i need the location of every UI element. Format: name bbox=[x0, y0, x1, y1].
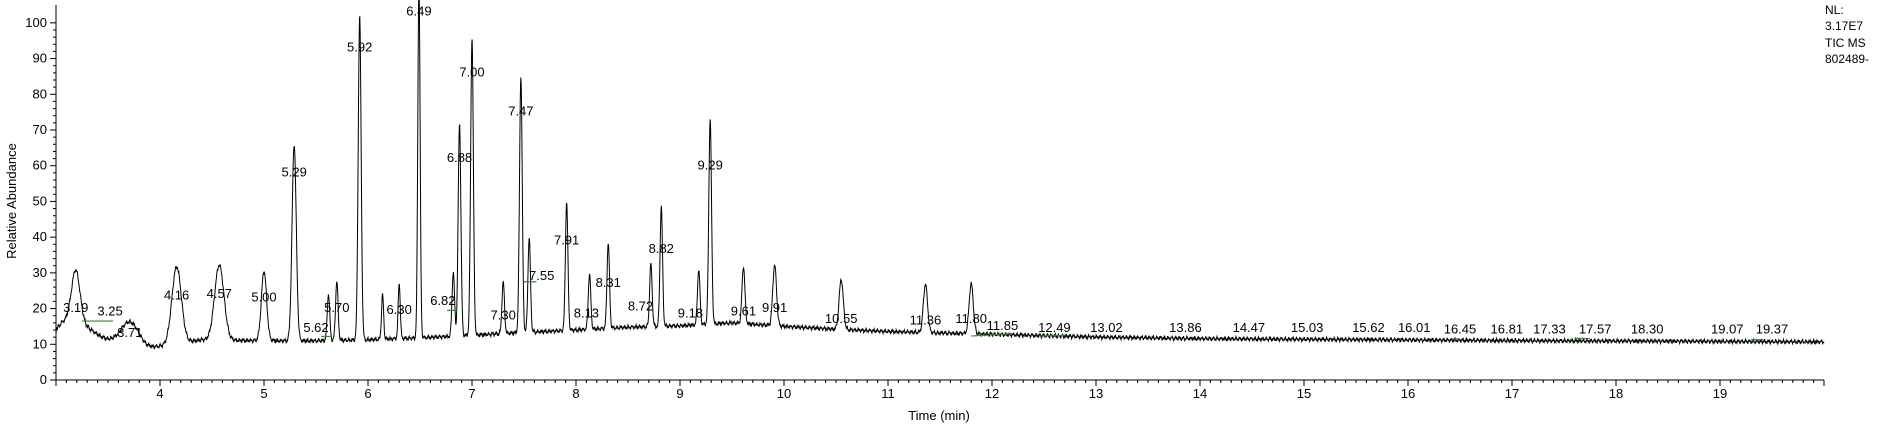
x-axis-title: Time (min) bbox=[908, 408, 970, 423]
peak-label: 3.71 bbox=[117, 325, 142, 340]
peak-label: 19.07 bbox=[1711, 322, 1744, 337]
peak-label: 10.55 bbox=[825, 311, 858, 326]
peak-label: 11.36 bbox=[910, 313, 942, 328]
y-tick-label: 60 bbox=[33, 158, 47, 173]
x-axis-ticks: 4 5 6 7 8 9 10 11 12 13 14 15 16 17 18 19 bbox=[55, 380, 1825, 401]
peak-label: 11.80 bbox=[955, 311, 987, 326]
peak-label: 7.30 bbox=[491, 307, 516, 322]
peak-label: 5.70 bbox=[324, 300, 349, 315]
peak-label: 9.29 bbox=[698, 157, 723, 172]
peak-label: 7.91 bbox=[554, 232, 579, 247]
peak-label: 8.82 bbox=[649, 241, 674, 256]
peak-label: 16.01 bbox=[1398, 320, 1431, 335]
x-tick-label: 10 bbox=[777, 386, 791, 401]
peak-label: 14.47 bbox=[1233, 320, 1266, 335]
info-line-1: NL: bbox=[1825, 3, 1844, 17]
peak-label: 5.29 bbox=[282, 164, 307, 179]
y-axis-title: Relative Abundance bbox=[4, 143, 19, 259]
peak-label: 15.62 bbox=[1352, 320, 1385, 335]
integration-markers bbox=[82, 281, 1764, 341]
tic-trace bbox=[55, 0, 1825, 351]
peak-label: 3.25 bbox=[97, 304, 122, 319]
x-tick-label: 15 bbox=[1297, 386, 1311, 401]
y-tick-label: 30 bbox=[33, 265, 47, 280]
info-panel: NL: 3.17E7 TIC MS 802489- bbox=[1825, 3, 1869, 66]
x-tick-label: 11 bbox=[881, 386, 895, 401]
y-tick-label: 50 bbox=[33, 193, 47, 208]
y-tick-label: 90 bbox=[33, 51, 47, 66]
x-tick-label: 6 bbox=[364, 386, 371, 401]
y-tick-label: 80 bbox=[33, 86, 47, 101]
peak-label: 4.57 bbox=[207, 286, 232, 301]
peak-label: 4.16 bbox=[164, 288, 189, 303]
x-tick-label: 17 bbox=[1505, 386, 1519, 401]
peak-label: 17.57 bbox=[1579, 322, 1612, 337]
peak-labels: 3.19 3.25 3.71 4.16 4.57 5.00 5.29 5.62 5.70 5.92… bbox=[63, 4, 1788, 340]
y-tick-label: 100 bbox=[25, 15, 47, 30]
peak-label: 3.19 bbox=[63, 300, 88, 315]
x-tick-label: 12 bbox=[985, 386, 999, 401]
peak-label: 13.86 bbox=[1169, 320, 1202, 335]
peak-label: 16.81 bbox=[1491, 322, 1524, 337]
peak-label: 5.62 bbox=[303, 320, 328, 335]
peak-label: 9.91 bbox=[762, 300, 787, 315]
peak-label: 9.61 bbox=[731, 304, 756, 319]
peak-label: 5.92 bbox=[347, 39, 372, 54]
info-line-3: TIC MS bbox=[1825, 36, 1866, 50]
peak-label: 6.30 bbox=[387, 302, 412, 317]
peak-label: 7.55 bbox=[529, 268, 554, 283]
x-tick-label: 7 bbox=[468, 386, 475, 401]
x-tick-label: 8 bbox=[572, 386, 579, 401]
peak-label: 12.49 bbox=[1038, 320, 1071, 335]
x-tick-label: 19 bbox=[1713, 386, 1727, 401]
x-tick-label: 13 bbox=[1089, 386, 1103, 401]
x-tick-label: 9 bbox=[676, 386, 683, 401]
x-tick-label: 16 bbox=[1401, 386, 1415, 401]
integration-baseline bbox=[971, 332, 1013, 337]
peak-label: 13.02 bbox=[1090, 320, 1123, 335]
info-line-4: 802489- bbox=[1825, 52, 1869, 66]
y-tick-label: 70 bbox=[33, 122, 47, 137]
peak-label: 6.82 bbox=[430, 293, 455, 308]
peak-label: 9.18 bbox=[678, 306, 703, 321]
peak-label: 5.00 bbox=[251, 289, 276, 304]
peak-label: 15.03 bbox=[1291, 320, 1324, 335]
peak-label: 18.30 bbox=[1631, 322, 1664, 337]
peak-label: 8.13 bbox=[574, 306, 599, 321]
peak-label: 7.00 bbox=[459, 64, 484, 79]
integration-baseline bbox=[1038, 334, 1065, 337]
peak-label: 19.37 bbox=[1756, 322, 1789, 337]
peak-label: 17.33 bbox=[1533, 322, 1566, 337]
info-line-2: 3.17E7 bbox=[1825, 19, 1863, 33]
peak-label: 11.85 bbox=[987, 318, 1019, 333]
peak-label: 8.31 bbox=[596, 275, 621, 290]
peak-label: 8.72 bbox=[628, 298, 653, 313]
y-tick-label: 40 bbox=[33, 229, 47, 244]
peak-label: 6.49 bbox=[406, 4, 431, 19]
peak-label: 16.45 bbox=[1444, 322, 1477, 337]
x-tick-label: 18 bbox=[1609, 386, 1623, 401]
x-tick-label: 5 bbox=[260, 386, 267, 401]
y-tick-label: 10 bbox=[33, 336, 47, 351]
peak-label: 6.88 bbox=[447, 150, 472, 165]
x-tick-label: 14 bbox=[1193, 386, 1207, 401]
x-tick-label: 4 bbox=[156, 386, 163, 401]
y-tick-label: 0 bbox=[40, 372, 47, 387]
peak-label: 7.47 bbox=[508, 104, 533, 119]
y-axis-ticks: 0 10 20 30 40 50 60 70 80 90 100 bbox=[25, 15, 56, 387]
y-tick-label: 20 bbox=[33, 301, 47, 316]
